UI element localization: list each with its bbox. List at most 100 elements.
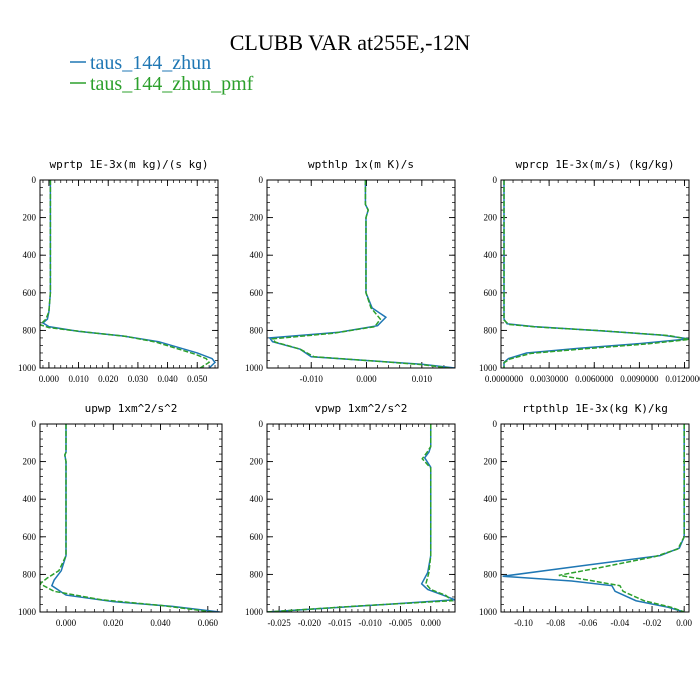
x-tick-label: 0.030 [128,374,149,384]
series-line-2 [40,180,211,368]
plot-frame [500,179,690,369]
x-tick-label: 0.040 [150,618,171,628]
x-tick-label: 0.0030000 [530,374,569,384]
plot-frame [266,423,456,613]
plot-frame [39,179,219,369]
figure-title: CLUBB VAR at255E,-12N [230,30,471,55]
y-tick-label: 0 [259,419,264,429]
y-tick-label: 200 [484,213,498,223]
x-tick-label: 0.000 [421,618,442,628]
y-tick-label: 0 [32,419,37,429]
y-tick-label: 600 [23,532,37,542]
y-tick-label: 200 [250,457,264,467]
panel-4: upwp 1xm^2/s^2 0.000 0.020 0.040 0.060 0 200 40… [18,402,223,628]
y-tick-label: 0 [493,419,498,429]
y-tick-label: 800 [250,325,264,335]
x-tick-label: -0.08 [546,618,565,628]
panel-2: wpthlp 1x(m K)/s -0.010 0.000 0.010 0 200 400 6… [245,158,456,384]
y-tick-label: 800 [484,325,498,335]
series-line-1 [267,424,455,612]
x-tick-label: 0.060 [198,618,219,628]
x-tick-label: -0.020 [298,618,322,628]
panel-3: wprcp 1E-3x(m/s) (kg/kg) 0.0000000 0.00300… [479,158,700,384]
panel-title: wprtp 1E-3x(m kg)/(s kg) [50,158,209,171]
x-tick-label: -0.02 [643,618,662,628]
x-tick-label: -0.010 [358,618,382,628]
y-tick-label: 400 [484,250,498,260]
x-tick-label: 0.020 [103,618,124,628]
y-tick-label: 0 [493,175,498,185]
x-tick-label: -0.005 [389,618,413,628]
y-tick-label: 200 [23,213,37,223]
y-tick-label: 800 [484,569,498,579]
series-line-1 [50,424,220,612]
y-tick-label: 0 [259,175,264,185]
panel-1: wprtp 1E-3x(m kg)/(s kg) 0.000 0.010 0.020 0… [18,158,219,384]
series-line-2 [503,180,689,368]
x-tick-label: 0.010 [412,374,433,384]
series-line-1 [268,180,455,368]
plot-frame [266,179,456,369]
x-tick-label: 0.000 [356,374,377,384]
x-tick-label: 0.010 [68,374,89,384]
y-tick-label: 200 [250,213,264,223]
y-tick-label: 200 [484,457,498,467]
panel-title: vpwp 1xm^2/s^2 [315,402,408,415]
y-tick-label: 400 [484,494,498,504]
x-tick-label: -0.04 [611,618,630,628]
y-tick-label: 1000 [18,607,37,617]
y-tick-label: 800 [23,569,37,579]
x-tick-label: 0.0120000 [665,374,700,384]
y-tick-label: 400 [250,494,264,504]
series-line-2 [267,424,454,612]
plot-frame [39,423,223,613]
x-tick-label: 0.040 [157,374,178,384]
x-tick-label: -0.025 [268,618,292,628]
plot-frame [500,423,690,613]
panel-5: vpwp 1xm^2/s^2 -0.025 -0.020 -0.015 -0.010 -0… [245,402,456,628]
panel-title: wpthlp 1x(m K)/s [308,158,414,171]
x-tick-label: 0.020 [98,374,119,384]
y-tick-label: 600 [23,288,37,298]
y-tick-label: 800 [23,325,37,335]
y-tick-label: 400 [23,494,37,504]
panel-title: wprcp 1E-3x(m/s) (kg/kg) [516,158,675,171]
panel-title: rtpthlp 1E-3x(kg K)/kg [522,402,668,415]
x-tick-label: 0.050 [187,374,208,384]
panels: wprtp 1E-3x(m kg)/(s kg)0.000 0.010 0.020 0… [18,158,700,628]
x-tick-label: 0.00 [676,618,692,628]
y-tick-label: 1000 [479,607,498,617]
y-tick-label: 1000 [245,607,264,617]
y-tick-label: 400 [250,250,264,260]
y-tick-label: 1000 [479,363,498,373]
legend-label-1: taus_144_zhun [90,52,211,74]
x-tick-label: 0.0000000 [485,374,524,384]
x-tick-label: -0.010 [300,374,324,384]
x-tick-label: 0.0090000 [620,374,659,384]
panel-6: rtpthlp 1E-3x(kg K)/kg -0.10 -0.08 -0.06 -0.… [479,402,693,628]
x-tick-label: 0.000 [39,374,60,384]
y-tick-label: 800 [250,569,264,579]
series-line-1 [502,424,685,612]
y-tick-label: 600 [250,288,264,298]
legend-label-2: taus_144_zhun_pmf [90,73,254,95]
series-line-2 [40,424,213,612]
x-tick-label: -0.10 [514,618,533,628]
y-tick-label: 1000 [18,363,37,373]
legend: taus_144_zhun taus_144_zhun_pmf [70,52,254,95]
series-line-2 [271,180,450,368]
panel-title: upwp 1xm^2/s^2 [85,402,178,415]
y-tick-label: 600 [250,532,264,542]
y-tick-label: 0 [32,175,37,185]
x-tick-label: 0.000 [56,618,77,628]
y-tick-label: 600 [484,532,498,542]
y-tick-label: 600 [484,288,498,298]
series-line-2 [558,424,685,612]
x-tick-label: 0.0060000 [575,374,614,384]
series-line-1 [41,180,217,368]
x-tick-label: -0.015 [328,618,352,628]
y-tick-label: 1000 [245,363,264,373]
x-tick-label: -0.06 [578,618,597,628]
y-tick-label: 200 [23,457,37,467]
